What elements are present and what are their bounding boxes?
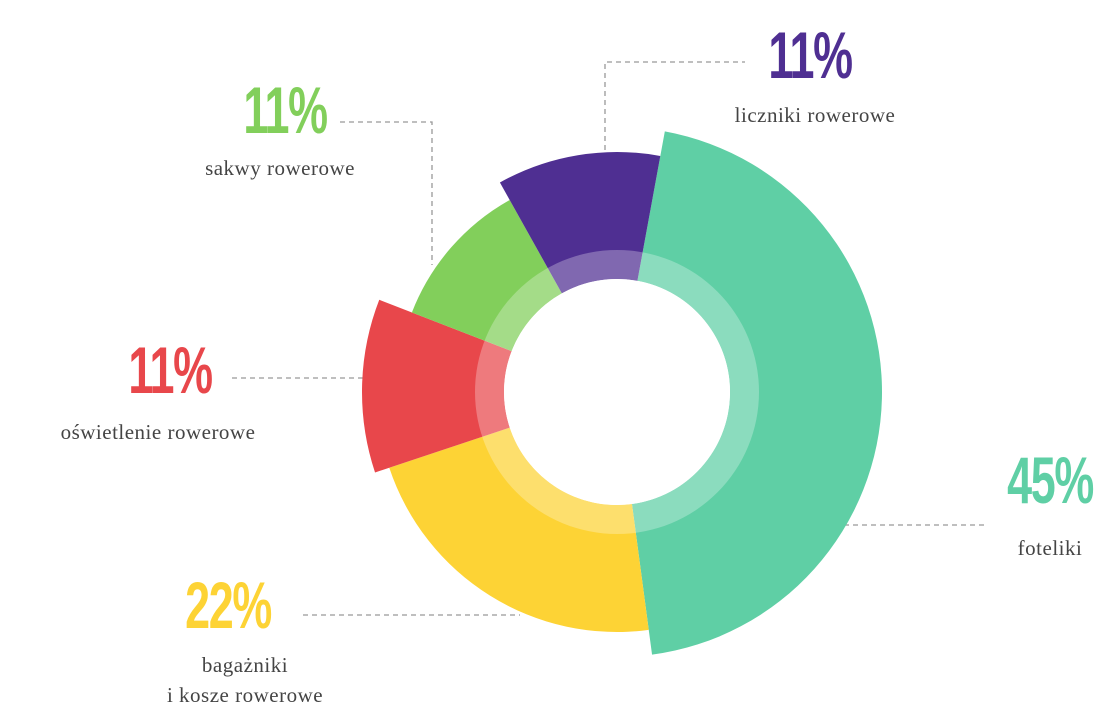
donut-slice (362, 299, 512, 473)
category-label: foteliki (1017, 536, 1083, 560)
percent-label: 11% (768, 18, 853, 92)
category-label: liczniki rowerowe (734, 103, 896, 127)
leader-line (340, 121, 433, 265)
donut-hole (504, 279, 730, 505)
percent-label: 11% (243, 73, 328, 147)
category-label: sakwy rowerowe (205, 156, 355, 180)
percent-label: 45% (1007, 443, 1094, 517)
donut-slice (389, 427, 649, 632)
donut-slice (631, 131, 882, 655)
donut-slice (411, 199, 562, 352)
category-label: oświetlenie rowerowe (60, 420, 256, 444)
percent-label: 22% (185, 568, 272, 642)
leader-line (604, 61, 745, 150)
percent-label: 11% (128, 333, 213, 407)
donut-slice (499, 151, 661, 294)
category-label: bagażniki i kosze rowerowe (166, 653, 324, 707)
